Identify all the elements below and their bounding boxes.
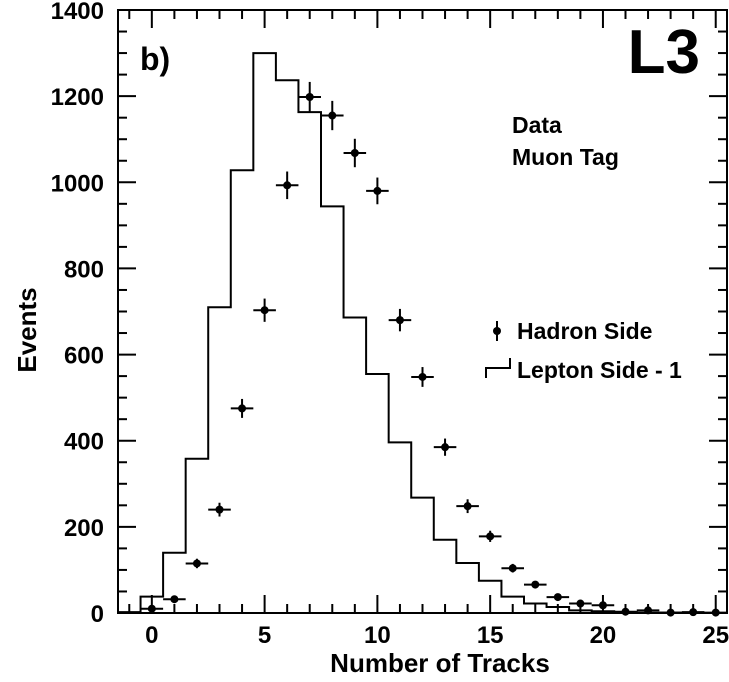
hadron-side-marker [689,608,698,617]
y-tick-label: 600 [64,343,104,370]
lepton-side-histogram [118,52,727,614]
hadron-side-point [704,608,727,617]
hadron-side-point [208,502,231,517]
hadron-side-marker [418,372,427,381]
muon-tag-label: Muon Tag [512,144,619,170]
hadron-side-point [478,530,502,542]
hadron-side-marker [441,443,450,452]
hadron-side-marker [328,111,337,120]
hadron-side-point [140,604,164,613]
axis-ticks [118,9,727,614]
hadron-side-point [569,599,592,608]
y-tick-label: 200 [64,515,104,542]
hadron-side-point [185,558,209,569]
hadron-side-point [388,308,412,332]
x-axis-title: Number of Tracks [330,648,550,678]
legend-hadron-marker [493,327,501,335]
hadron-side-marker [283,181,292,190]
x-tick-label: 5 [258,622,271,649]
legend-lepton-label: Lepton Side - 1 [517,357,682,383]
hadron-side-point [546,593,570,602]
hadron-side-point [230,398,254,418]
hadron-side-point [275,171,299,200]
hadron-side-marker [553,593,562,602]
hadron-side-point [321,100,344,131]
hadron-side-point [298,81,321,113]
panel-label: b) [140,41,170,77]
hadron-side-point [433,438,457,456]
hadron-side-marker [395,316,404,325]
hadron-side-point [343,138,367,168]
x-tick-label: 25 [702,622,729,649]
hadron-side-marker [576,599,585,608]
hadron-side-marker [711,608,720,617]
experiment-label: L3 [628,18,700,87]
hadron-side-marker [508,564,517,573]
hadron-side-point [456,499,479,514]
hadron-side-marker [373,186,382,195]
plot-frame [117,9,728,614]
hadron-side-point [411,367,434,387]
hadron-side-marker [192,559,201,568]
hadron-side-point [524,580,547,589]
lepton-side-series [118,52,727,614]
x-tick-label: 20 [590,622,617,649]
y-tick-label: 1200 [51,84,104,111]
hadron-side-marker [215,505,224,514]
hadron-side-marker [486,532,495,541]
y-tick-label: 1000 [51,170,104,197]
hadron-side-point [591,601,615,610]
hadron-side-marker [147,604,156,613]
legend: Hadron Side Lepton Side - 1 [485,318,682,383]
hadron-side-marker [621,607,630,616]
hadron-side-marker [463,502,472,511]
y-tick-label: 0 [91,601,104,628]
x-tick-label: 0 [145,622,158,649]
y-tick-label: 1400 [51,0,104,25]
hadron-side-marker [644,606,653,615]
data-label: Data [512,112,562,138]
hadron-side-marker [260,306,269,315]
plot-border [117,9,728,614]
hadron-side-point [163,595,186,604]
hadron-side-point [659,608,682,617]
legend-hadron-label: Hadron Side [517,318,652,344]
tick-labels: 0 5 10 15 20 25 0 200 400 600 800 1000 1200 1400 [51,0,729,649]
x-tick-label: 10 [364,622,391,649]
hadron-side-point [501,563,524,573]
y-tick-label: 400 [64,429,104,456]
x-tick-label: 15 [477,622,504,649]
hadron-side-marker [350,148,359,157]
hadron-side-marker [666,608,675,617]
hadron-side-point [366,177,389,205]
hadron-side-marker [170,595,179,604]
hadron-side-point [681,608,705,617]
y-tick-label: 800 [64,256,104,283]
hadron-side-point [636,606,660,615]
hadron-side-marker [531,580,540,589]
legend-lepton-marker [485,358,511,378]
hadron-side-marker [598,601,607,610]
hadron-side-point [253,298,276,322]
hadron-side-marker [305,93,314,102]
hadron-side-point [614,607,637,616]
hadron-side-marker [238,404,247,413]
y-axis-title: Events [12,287,42,372]
hadron-side-series [140,81,727,617]
